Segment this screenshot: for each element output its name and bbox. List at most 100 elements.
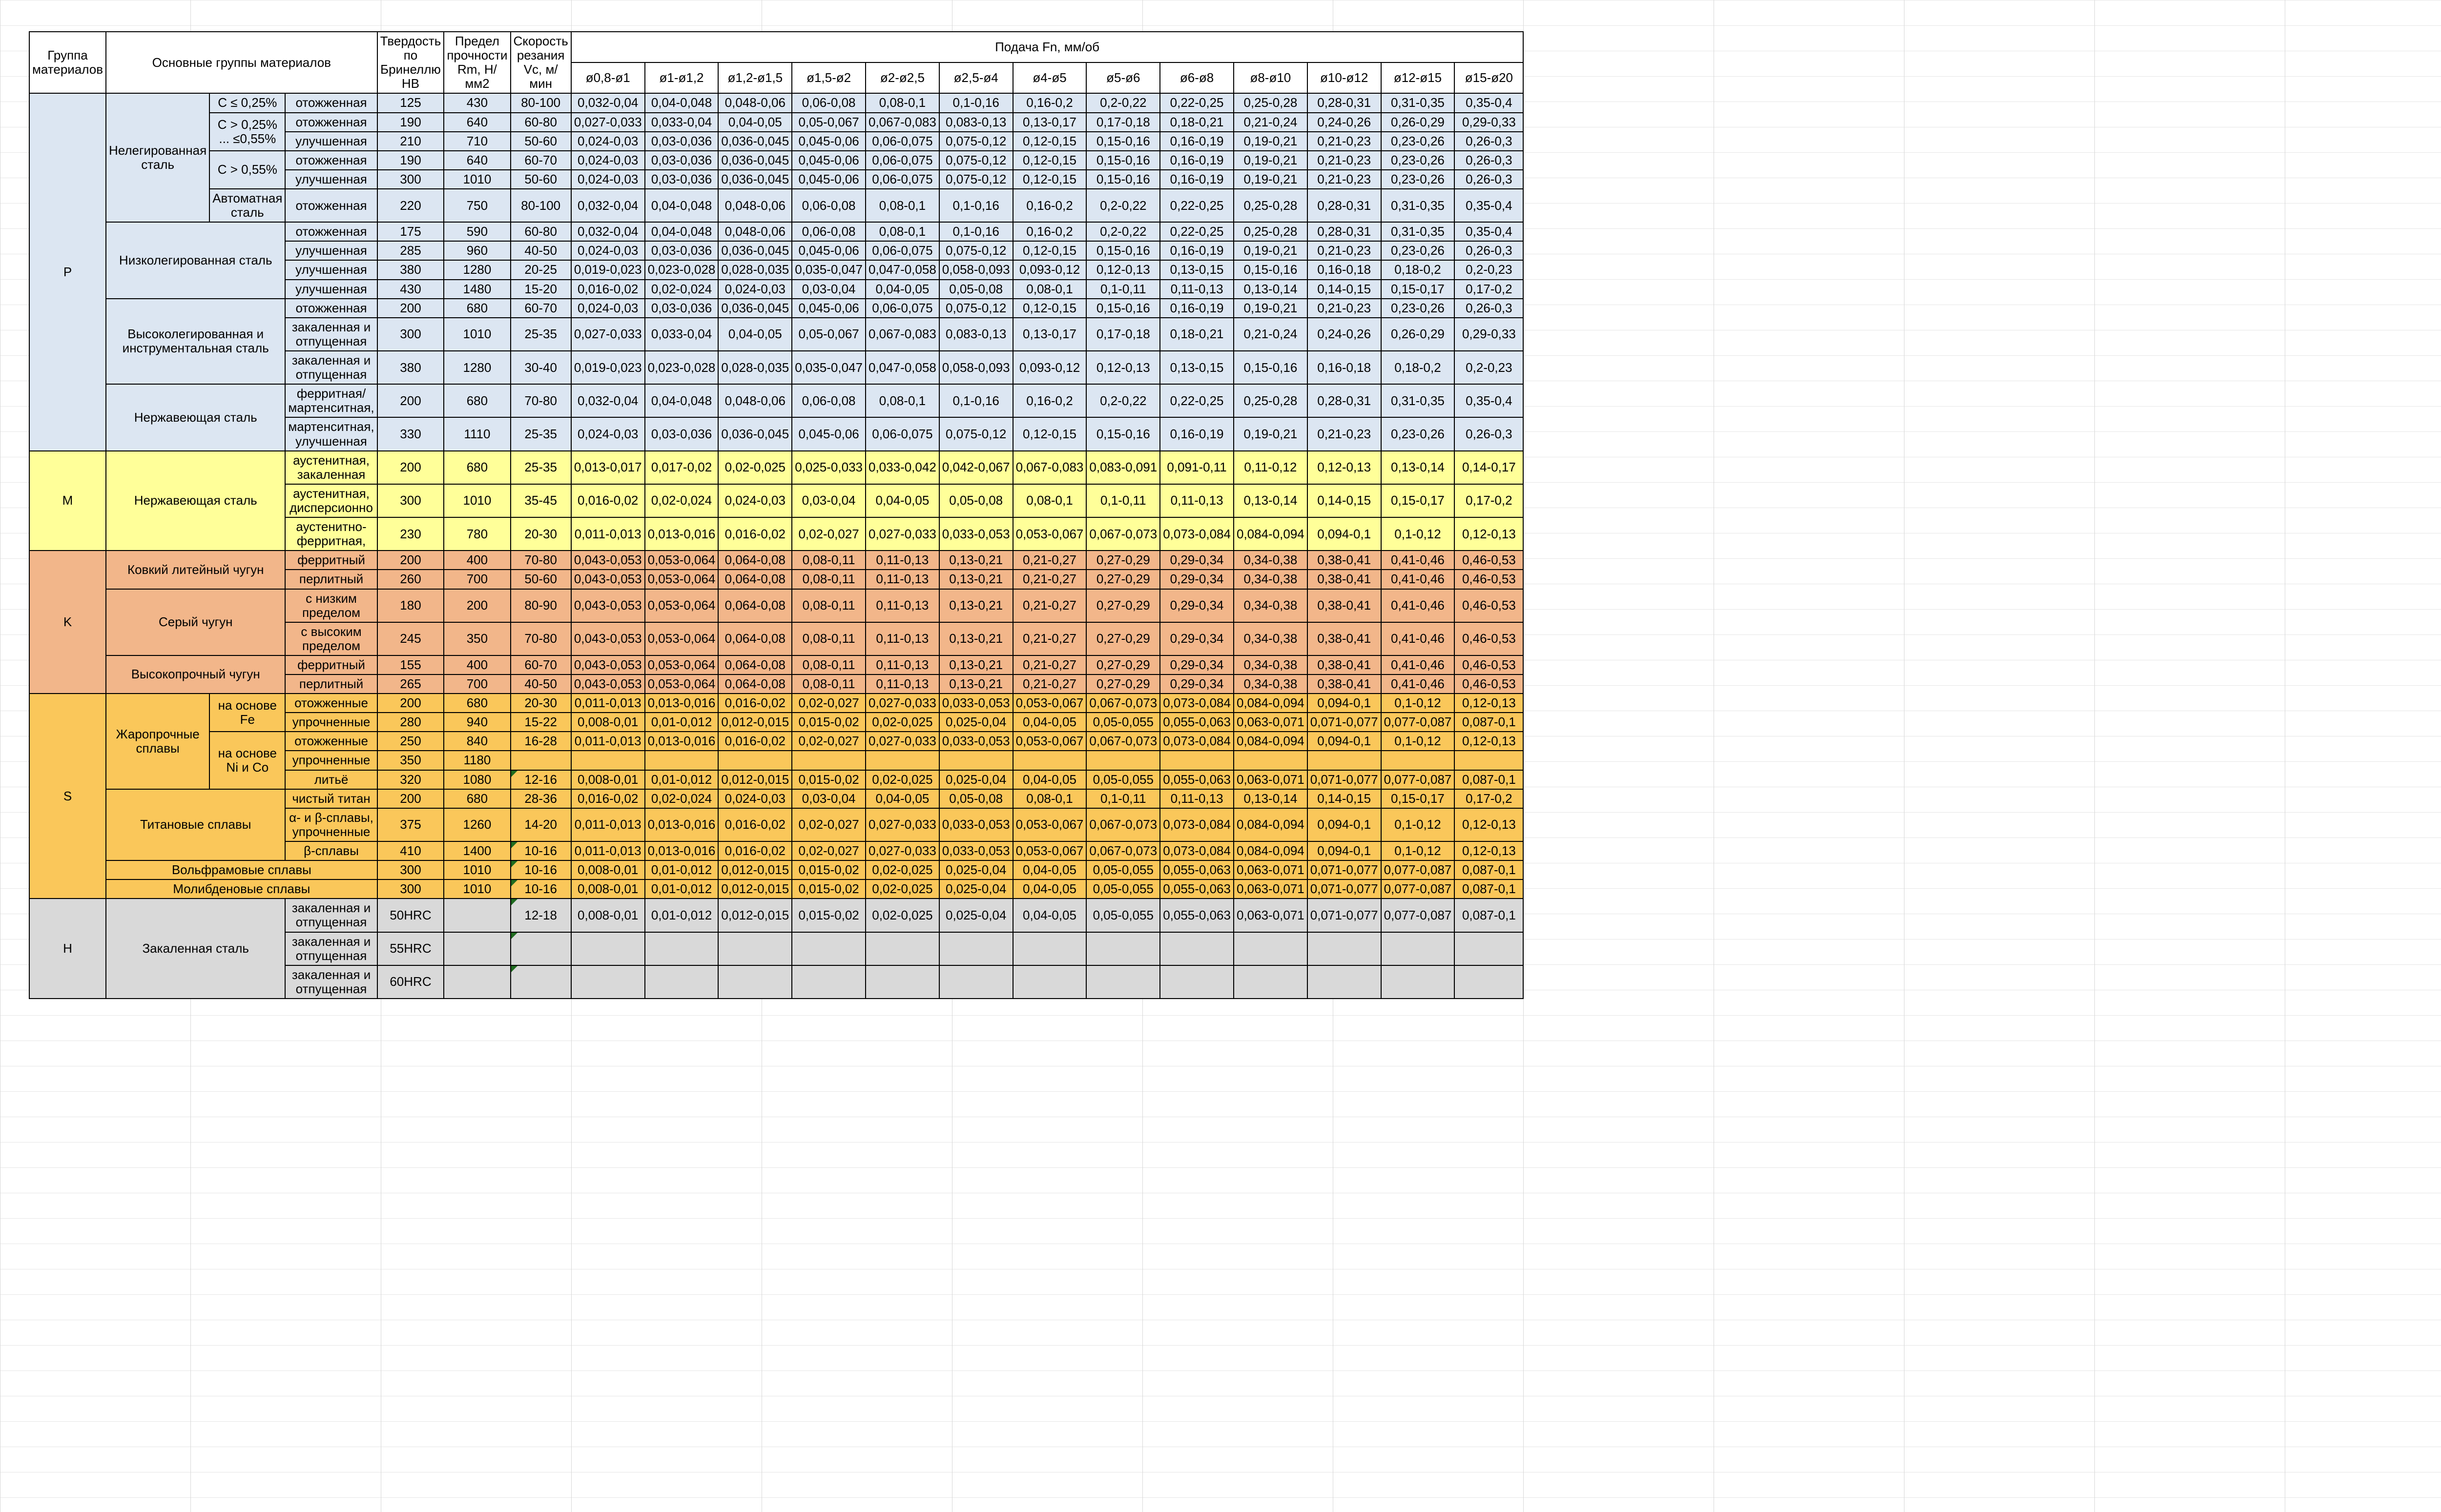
cutting-speed-value: 50-60 bbox=[510, 131, 572, 151]
feed-value-col-5: 0,027-0,033 bbox=[865, 807, 940, 842]
feed-value-col-5: 0,06-0,075 bbox=[865, 169, 940, 189]
feed-value-col-8: 0,067-0,073 bbox=[1086, 731, 1161, 752]
feed-value-col-5: 0,027-0,033 bbox=[865, 517, 940, 552]
feed-value-col-2: 0,04-0,048 bbox=[644, 222, 719, 242]
feed-value-col-8: 0,15-0,16 bbox=[1086, 169, 1161, 189]
feed-value-col-4: 0,02-0,027 bbox=[791, 731, 866, 752]
feed-value-col-1 bbox=[570, 931, 645, 966]
feed-value-col-6: 0,075-0,12 bbox=[938, 169, 1014, 189]
feed-value-col-6: 0,033-0,053 bbox=[938, 731, 1014, 752]
feed-value-col-6: 0,1-0,16 bbox=[938, 188, 1014, 223]
feed-value-col-3 bbox=[718, 750, 793, 771]
feed-value-col-13: 0,46-0,53 bbox=[1454, 550, 1524, 571]
feed-value-col-3: 0,016-0,02 bbox=[718, 517, 793, 552]
feed-value-col-2: 0,01-0,012 bbox=[644, 712, 719, 733]
feed-value-col-1: 0,032-0,04 bbox=[570, 222, 645, 242]
feed-value-col-12: 0,41-0,46 bbox=[1380, 621, 1455, 656]
strength-value: 640 bbox=[443, 112, 511, 132]
feed-value-col-11 bbox=[1306, 964, 1382, 1000]
feed-value-col-7: 0,13-0,17 bbox=[1012, 112, 1087, 132]
cutting-speed-value bbox=[510, 750, 572, 771]
feed-value-col-5: 0,06-0,075 bbox=[865, 241, 940, 261]
material-subgroup: на основе Fe bbox=[209, 693, 286, 733]
feed-value-col-9: 0,22-0,25 bbox=[1159, 93, 1234, 113]
table-row: β-сплавы 410 1400 10-16 0,011-0,013 0,013-0,0… bbox=[29, 841, 1524, 861]
feed-value-col-9: 0,073-0,084 bbox=[1159, 693, 1234, 714]
feed-value-col-6: 0,025-0,04 bbox=[938, 879, 1014, 899]
feed-value-col-11: 0,38-0,41 bbox=[1306, 654, 1382, 675]
feed-value-col-6: 0,13-0,21 bbox=[938, 569, 1014, 590]
feed-value-col-10: 0,13-0,14 bbox=[1233, 279, 1308, 299]
feed-value-col-13: 0,35-0,4 bbox=[1454, 93, 1524, 113]
hardness-value: 300 bbox=[376, 860, 445, 880]
feed-value-col-11: 0,071-0,077 bbox=[1306, 860, 1382, 880]
feed-value-col-11: 0,21-0,23 bbox=[1306, 131, 1382, 151]
feed-value-col-5: 0,11-0,13 bbox=[865, 569, 940, 590]
feed-value-col-6: 0,033-0,053 bbox=[938, 807, 1014, 842]
feed-value-col-10: 0,19-0,21 bbox=[1233, 298, 1308, 318]
feed-value-col-11: 0,28-0,31 bbox=[1306, 384, 1382, 418]
feed-value-col-9: 0,29-0,34 bbox=[1159, 654, 1234, 675]
cutting-speed-value: 60-70 bbox=[510, 654, 572, 675]
feed-value-col-9: 0,16-0,19 bbox=[1159, 150, 1234, 170]
feed-value-col-12: 0,31-0,35 bbox=[1380, 222, 1455, 242]
feed-value-col-5: 0,11-0,13 bbox=[865, 654, 940, 675]
feed-value-col-1: 0,043-0,053 bbox=[570, 654, 645, 675]
feed-value-col-6: 0,05-0,08 bbox=[938, 483, 1014, 518]
strength-value: 680 bbox=[443, 788, 511, 809]
feed-value-col-3: 0,064-0,08 bbox=[718, 588, 793, 623]
header-main-groups: Основные группы материалов bbox=[105, 31, 378, 94]
feed-value-col-10 bbox=[1233, 964, 1308, 1000]
feed-value-col-6: 0,13-0,21 bbox=[938, 588, 1014, 623]
feed-value-col-11: 0,094-0,1 bbox=[1306, 693, 1382, 714]
feed-value-col-5: 0,027-0,033 bbox=[865, 731, 940, 752]
material-family: Высокопрочный чугун bbox=[105, 654, 286, 695]
material-state: закаленная и отпущенная bbox=[285, 898, 378, 933]
feed-value-col-11: 0,24-0,26 bbox=[1306, 112, 1382, 132]
header-row-1: Группа материалов Основные группы матери… bbox=[28, 31, 1524, 94]
feed-value-col-13: 0,17-0,2 bbox=[1454, 483, 1524, 518]
feed-value-col-7: 0,21-0,27 bbox=[1012, 550, 1087, 571]
strength-value: 400 bbox=[443, 550, 511, 571]
header-feed-col-2: ø1-ø1,2 bbox=[644, 62, 719, 94]
cutting-speed-value: 80-100 bbox=[510, 188, 572, 223]
cutting-speed-value: 15-20 bbox=[510, 279, 572, 299]
feed-value-col-5: 0,027-0,033 bbox=[865, 693, 940, 714]
material-state: закаленная и отпущенная bbox=[285, 931, 378, 966]
feed-value-col-8: 0,05-0,055 bbox=[1086, 879, 1161, 899]
feed-value-col-3: 0,064-0,08 bbox=[718, 550, 793, 571]
feed-value-col-1: 0,043-0,053 bbox=[570, 674, 645, 695]
group-letter-H: H bbox=[28, 898, 107, 1000]
feed-value-col-1: 0,008-0,01 bbox=[570, 860, 645, 880]
feed-value-col-13: 0,46-0,53 bbox=[1454, 674, 1524, 695]
feed-value-col-3: 0,028-0,035 bbox=[718, 350, 793, 385]
feed-value-col-11: 0,14-0,15 bbox=[1306, 483, 1382, 518]
feed-value-col-10: 0,21-0,24 bbox=[1233, 317, 1308, 351]
feed-value-col-12: 0,15-0,17 bbox=[1380, 483, 1455, 518]
feed-value-col-3 bbox=[718, 931, 793, 966]
feed-value-col-5: 0,04-0,05 bbox=[865, 279, 940, 299]
feed-value-col-3: 0,024-0,03 bbox=[718, 279, 793, 299]
feed-value-col-7: 0,04-0,05 bbox=[1012, 860, 1087, 880]
feed-value-col-8: 0,15-0,16 bbox=[1086, 241, 1161, 261]
table-row: K Ковкий литейный чугун ферритный 200 400 70-… bbox=[28, 550, 1524, 695]
material-family: Низколегированная сталь bbox=[105, 222, 286, 299]
feed-value-col-9: 0,055-0,063 bbox=[1159, 860, 1234, 880]
hardness-value: 330 bbox=[376, 417, 445, 451]
material-state: литьё bbox=[285, 769, 378, 790]
feed-value-col-4: 0,045-0,06 bbox=[791, 150, 866, 170]
feed-value-col-2: 0,033-0,04 bbox=[644, 317, 719, 351]
feed-value-col-4: 0,015-0,02 bbox=[791, 860, 866, 880]
feed-value-col-8: 0,12-0,13 bbox=[1086, 260, 1161, 280]
table-row: Высоколегированная и инструментальная ст… bbox=[29, 298, 1524, 385]
feed-value-col-6: 0,033-0,053 bbox=[938, 693, 1014, 714]
feed-value-col-13: 0,26-0,3 bbox=[1454, 169, 1524, 189]
feed-value-col-1: 0,043-0,053 bbox=[570, 569, 645, 590]
table-row: закаленная и отпущенная 300 1010 25-35 0,027… bbox=[29, 317, 1524, 351]
feed-value-col-5: 0,11-0,13 bbox=[865, 550, 940, 571]
table-row: Титановые сплавы чистый титан 200 680 28-36 0… bbox=[29, 788, 1524, 861]
feed-value-col-9: 0,073-0,084 bbox=[1159, 841, 1234, 861]
feed-value-col-3: 0,04-0,05 bbox=[718, 112, 793, 132]
feed-value-col-13: 0,29-0,33 bbox=[1454, 317, 1524, 351]
